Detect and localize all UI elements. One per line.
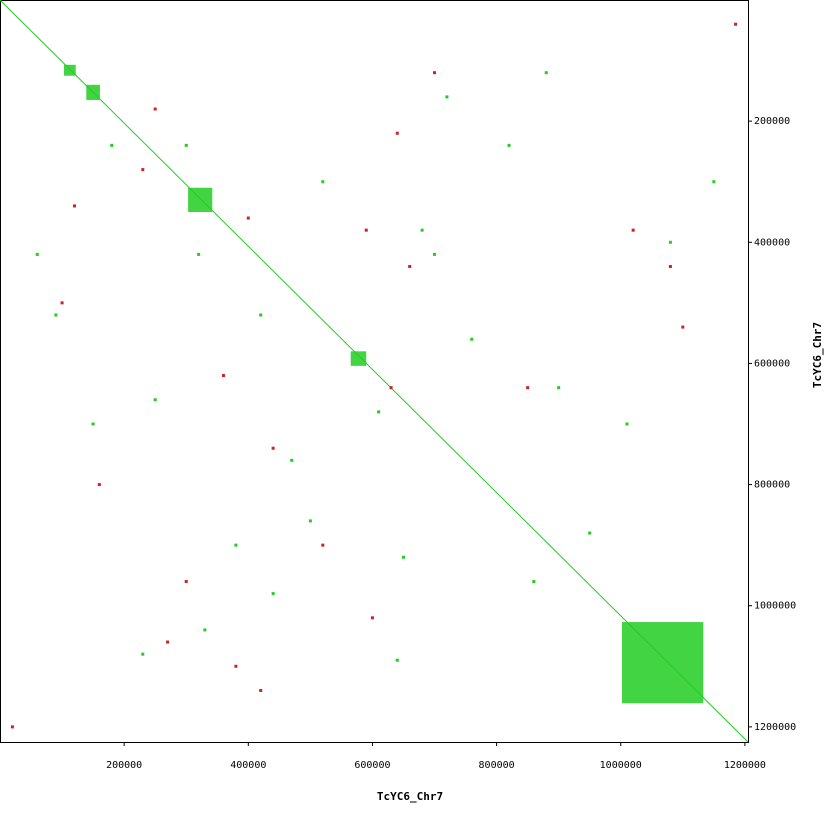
reverse-hit <box>395 131 399 135</box>
forward-hit <box>470 337 474 341</box>
reverse-hit <box>259 689 263 693</box>
reverse-hit <box>271 446 275 450</box>
reverse-hit <box>389 386 393 390</box>
y-tick-label: 400000 <box>754 237 790 248</box>
y-axis-title: TcYC6_Chr7 <box>811 322 824 388</box>
x-tick-label: 200000 <box>106 760 142 771</box>
y-tick-label: 200000 <box>754 116 790 127</box>
reverse-hit <box>526 386 530 390</box>
reverse-hit <box>184 579 188 583</box>
reverse-hit <box>370 616 374 620</box>
x-tick-label: 400000 <box>230 760 266 771</box>
repeat-block <box>621 622 704 704</box>
x-tick-label: 800000 <box>479 760 515 771</box>
reverse-hit <box>246 216 250 220</box>
forward-hit <box>625 422 629 426</box>
y-tick-label: 600000 <box>754 358 790 369</box>
forward-hit <box>290 458 294 462</box>
forward-hit <box>35 252 39 256</box>
forward-hit <box>54 313 58 317</box>
reverse-hit <box>234 664 238 668</box>
reverse-hit <box>631 228 635 232</box>
reverse-hit <box>153 107 157 111</box>
forward-hit <box>401 555 405 559</box>
forward-hit <box>588 531 592 535</box>
forward-hit <box>91 422 95 426</box>
reverse-hit <box>221 374 225 378</box>
forward-hit <box>234 543 238 547</box>
diagonal <box>0 0 749 743</box>
reverse-hit <box>166 640 170 644</box>
forward-hit <box>308 519 312 523</box>
plot-area <box>0 0 749 743</box>
forward-hit <box>544 71 548 75</box>
reverse-hit <box>10 725 14 729</box>
forward-hit <box>197 252 201 256</box>
repeat-block <box>188 187 213 212</box>
forward-hit <box>259 313 263 317</box>
reverse-hit <box>97 483 101 487</box>
forward-hit <box>321 180 325 184</box>
forward-hit <box>532 579 536 583</box>
forward-hit <box>395 658 399 662</box>
forward-hit <box>445 95 449 99</box>
forward-hit <box>271 592 275 596</box>
x-tick-label: 1000000 <box>600 760 642 771</box>
repeat-block <box>350 351 367 366</box>
reverse-hit <box>734 22 738 26</box>
forward-hit <box>184 143 188 147</box>
x-tick-label: 1200000 <box>724 760 766 771</box>
forward-hit <box>420 228 424 232</box>
reverse-hit <box>141 168 145 172</box>
reverse-hit <box>60 301 64 305</box>
y-tick-label: 1200000 <box>754 722 796 733</box>
repeat-block <box>63 64 76 76</box>
reverse-hit <box>433 71 437 75</box>
reverse-hit <box>321 543 325 547</box>
reverse-hit <box>668 265 672 269</box>
forward-hit <box>377 410 381 414</box>
x-axis-title: TcYC6_Chr7 <box>377 790 443 803</box>
forward-hit <box>141 652 145 656</box>
forward-hit <box>557 386 561 390</box>
y-tick-label: 800000 <box>754 480 790 491</box>
forward-hit <box>712 180 716 184</box>
reverse-hit <box>681 325 685 329</box>
x-tick-label: 600000 <box>354 760 390 771</box>
reverse-hit <box>408 265 412 269</box>
forward-hit <box>433 252 437 256</box>
reverse-hit <box>72 204 76 208</box>
forward-hit <box>110 143 114 147</box>
forward-hit <box>668 240 672 244</box>
forward-hit <box>153 398 157 402</box>
reverse-hit <box>364 228 368 232</box>
y-tick-label: 1000000 <box>754 601 796 612</box>
forward-hit <box>203 628 207 632</box>
forward-hit <box>507 143 511 147</box>
